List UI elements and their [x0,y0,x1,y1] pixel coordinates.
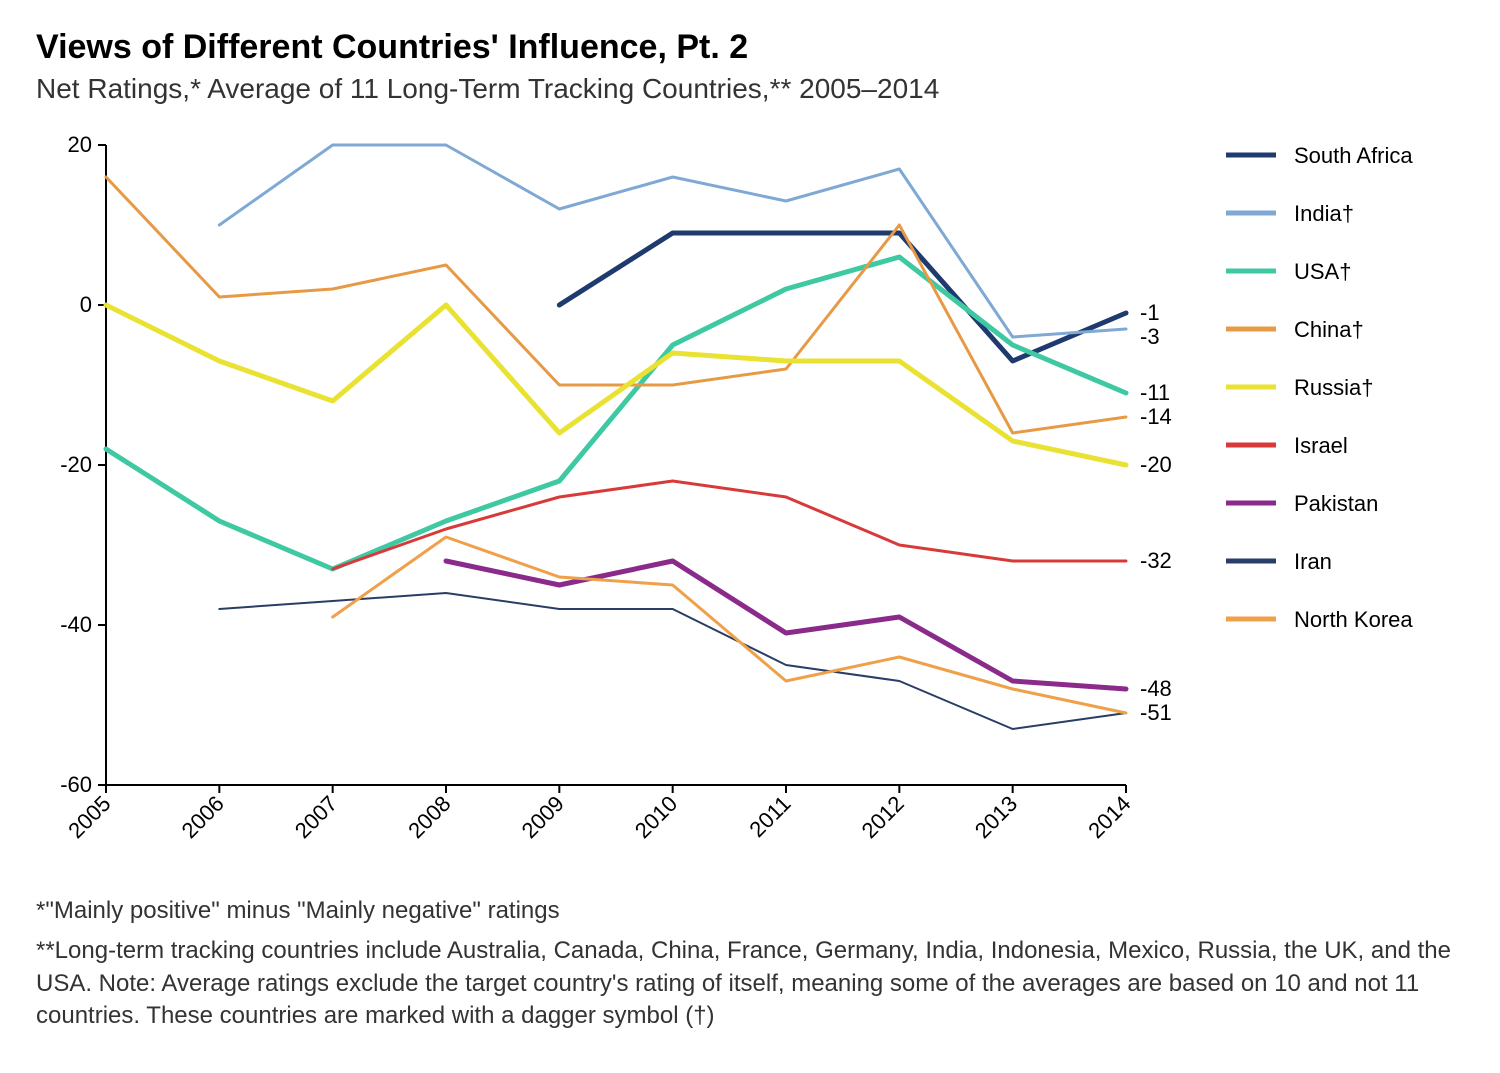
legend-label-usa: USA† [1294,259,1351,284]
legend-label-india: India† [1294,201,1354,226]
chart-subtitle: Net Ratings,* Average of 11 Long-Term Tr… [36,73,1464,105]
legend-label-iran: Iran [1294,549,1332,574]
series-india [219,145,1126,337]
end-label-usa: -11 [1140,380,1170,405]
end-label-china: -14 [1140,404,1172,429]
footnotes: *"Mainly positive" minus "Mainly negativ… [36,895,1464,1033]
svg-text:2005: 2005 [63,791,115,843]
chart-svg: -60 -40 -20 0 20 2005 2006 2007 2008 2009 2010 2011… [36,135,1466,875]
svg-text:2012: 2012 [857,791,909,843]
end-label-india: -3 [1140,324,1160,349]
legend-label-israel: Israel [1294,433,1348,458]
svg-text:2013: 2013 [970,791,1022,843]
legend-label-north_korea: North Korea [1294,607,1413,632]
end-label-israel: -32 [1140,548,1172,573]
svg-text:0: 0 [80,292,92,317]
legend-label-china: China† [1294,317,1364,342]
legend-label-pakistan: Pakistan [1294,491,1378,516]
svg-text:2009: 2009 [517,791,569,843]
end-label-russia: -20 [1140,452,1172,477]
end-label-iran: -51 [1140,700,1172,725]
legend-label-south_africa: South Africa [1294,143,1413,168]
svg-text:-60: -60 [60,772,92,797]
end-label-pakistan: -48 [1140,676,1172,701]
svg-text:2008: 2008 [403,791,455,843]
line-chart: -60 -40 -20 0 20 2005 2006 2007 2008 2009 2010 2011… [36,135,1464,875]
svg-text:2014: 2014 [1083,791,1135,843]
end-label-south_africa: -1 [1140,300,1160,325]
svg-text:2007: 2007 [290,791,342,843]
svg-text:-40: -40 [60,612,92,637]
svg-text:-20: -20 [60,452,92,477]
series-pakistan [446,561,1126,689]
legend-label-russia: Russia† [1294,375,1373,400]
series-israel [333,481,1126,569]
series-iran [219,593,1126,729]
svg-text:20: 20 [68,135,92,157]
footnote-2: **Long-term tracking countries include A… [36,935,1464,1032]
svg-text:2011: 2011 [744,791,795,842]
svg-text:2010: 2010 [630,791,682,843]
svg-text:2006: 2006 [177,791,229,843]
footnote-1: *"Mainly positive" minus "Mainly negativ… [36,895,1464,927]
chart-title: Views of Different Countries' Influence,… [36,28,1464,67]
